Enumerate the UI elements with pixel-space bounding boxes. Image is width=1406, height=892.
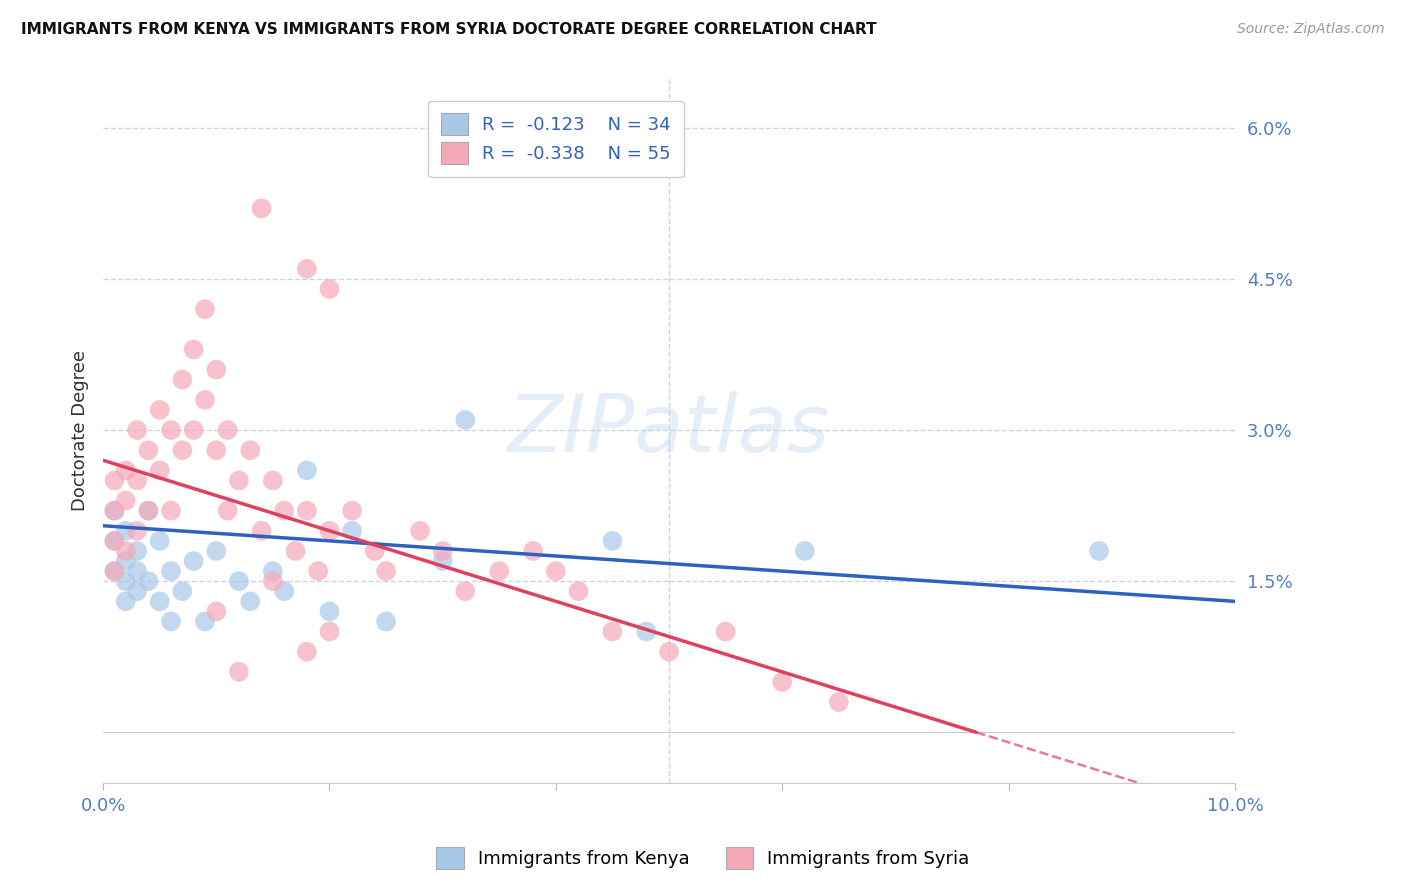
Point: [544, 564, 567, 578]
Point: [114, 493, 136, 508]
Point: [114, 594, 136, 608]
Point: [295, 645, 318, 659]
Point: [602, 624, 624, 639]
Point: [183, 423, 205, 437]
Point: [194, 392, 217, 407]
Point: [262, 564, 284, 578]
Point: [522, 544, 544, 558]
Point: [250, 202, 273, 216]
Point: [138, 503, 160, 517]
Point: [273, 584, 295, 599]
Point: [602, 533, 624, 548]
Point: [172, 584, 194, 599]
Point: [149, 403, 172, 417]
Point: [205, 362, 228, 376]
Point: [103, 503, 125, 517]
Point: [183, 554, 205, 568]
Point: [217, 503, 239, 517]
Point: [262, 474, 284, 488]
Point: [160, 564, 183, 578]
Point: [307, 564, 329, 578]
Point: [454, 413, 477, 427]
Point: [103, 564, 125, 578]
Point: [125, 423, 148, 437]
Point: [172, 373, 194, 387]
Point: [250, 524, 273, 538]
Point: [295, 503, 318, 517]
Point: [793, 544, 815, 558]
Point: [318, 282, 340, 296]
Point: [114, 554, 136, 568]
Point: [205, 443, 228, 458]
Point: [228, 665, 250, 679]
Text: IMMIGRANTS FROM KENYA VS IMMIGRANTS FROM SYRIA DOCTORATE DEGREE CORRELATION CHAR: IMMIGRANTS FROM KENYA VS IMMIGRANTS FROM…: [21, 22, 877, 37]
Point: [125, 564, 148, 578]
Point: [149, 533, 172, 548]
Point: [103, 533, 125, 548]
Point: [194, 302, 217, 317]
Point: [228, 474, 250, 488]
Point: [340, 503, 363, 517]
Point: [714, 624, 737, 639]
Point: [183, 343, 205, 357]
Point: [125, 474, 148, 488]
Point: [295, 463, 318, 477]
Point: [125, 584, 148, 599]
Point: [375, 564, 398, 578]
Point: [160, 503, 183, 517]
Point: [318, 524, 340, 538]
Point: [488, 141, 510, 155]
Legend: Immigrants from Kenya, Immigrants from Syria: Immigrants from Kenya, Immigrants from S…: [427, 838, 979, 879]
Point: [636, 624, 658, 639]
Point: [488, 564, 510, 578]
Point: [262, 574, 284, 589]
Point: [318, 624, 340, 639]
Point: [103, 474, 125, 488]
Point: [239, 443, 262, 458]
Legend: R =  -0.123    N = 34, R =  -0.338    N = 55: R = -0.123 N = 34, R = -0.338 N = 55: [427, 101, 683, 178]
Point: [125, 524, 148, 538]
Point: [567, 584, 589, 599]
Point: [172, 443, 194, 458]
Point: [149, 594, 172, 608]
Point: [103, 533, 125, 548]
Point: [284, 544, 307, 558]
Point: [114, 463, 136, 477]
Text: ZIPatlas: ZIPatlas: [508, 391, 830, 469]
Point: [295, 261, 318, 276]
Point: [239, 594, 262, 608]
Point: [194, 615, 217, 629]
Point: [432, 544, 454, 558]
Point: [205, 544, 228, 558]
Point: [217, 423, 239, 437]
Point: [103, 503, 125, 517]
Point: [160, 615, 183, 629]
Point: [125, 544, 148, 558]
Point: [375, 615, 398, 629]
Y-axis label: Doctorate Degree: Doctorate Degree: [72, 350, 89, 510]
Point: [658, 645, 681, 659]
Point: [409, 524, 432, 538]
Point: [138, 503, 160, 517]
Point: [149, 463, 172, 477]
Point: [114, 574, 136, 589]
Point: [160, 423, 183, 437]
Point: [828, 695, 851, 709]
Point: [273, 503, 295, 517]
Point: [103, 564, 125, 578]
Point: [770, 674, 793, 689]
Point: [114, 544, 136, 558]
Point: [138, 443, 160, 458]
Point: [364, 544, 387, 558]
Point: [432, 554, 454, 568]
Point: [138, 574, 160, 589]
Point: [454, 584, 477, 599]
Point: [340, 524, 363, 538]
Point: [114, 524, 136, 538]
Point: [318, 604, 340, 618]
Text: Source: ZipAtlas.com: Source: ZipAtlas.com: [1237, 22, 1385, 37]
Point: [205, 604, 228, 618]
Point: [1088, 544, 1111, 558]
Point: [228, 574, 250, 589]
